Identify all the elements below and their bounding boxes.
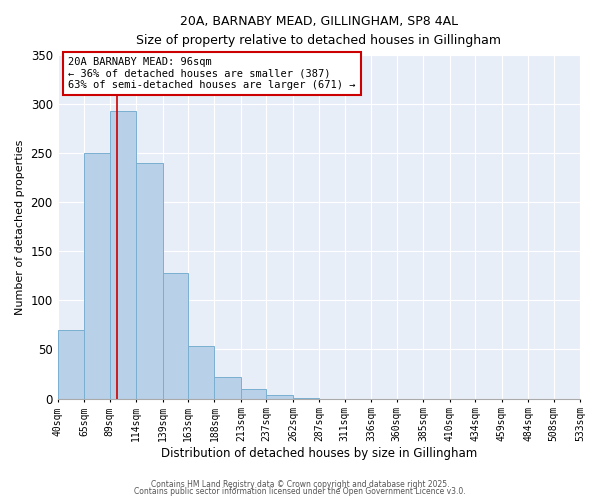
Bar bbox=[58, 330, 84, 398]
Title: 20A, BARNABY MEAD, GILLINGHAM, SP8 4AL
Size of property relative to detached hou: 20A, BARNABY MEAD, GILLINGHAM, SP8 4AL S… bbox=[136, 15, 502, 47]
Bar bbox=[84, 153, 110, 398]
X-axis label: Distribution of detached houses by size in Gillingham: Distribution of detached houses by size … bbox=[161, 447, 477, 460]
Y-axis label: Number of detached properties: Number of detached properties bbox=[15, 139, 25, 314]
Bar bbox=[110, 111, 136, 399]
Bar bbox=[241, 388, 266, 398]
Bar bbox=[136, 163, 163, 398]
Bar bbox=[163, 273, 188, 398]
Bar bbox=[214, 377, 241, 398]
Bar bbox=[188, 346, 214, 399]
Bar bbox=[266, 394, 293, 398]
Text: Contains HM Land Registry data © Crown copyright and database right 2025.: Contains HM Land Registry data © Crown c… bbox=[151, 480, 449, 489]
Text: 20A BARNABY MEAD: 96sqm
← 36% of detached houses are smaller (387)
63% of semi-d: 20A BARNABY MEAD: 96sqm ← 36% of detache… bbox=[68, 57, 356, 90]
Text: Contains public sector information licensed under the Open Government Licence v3: Contains public sector information licen… bbox=[134, 487, 466, 496]
